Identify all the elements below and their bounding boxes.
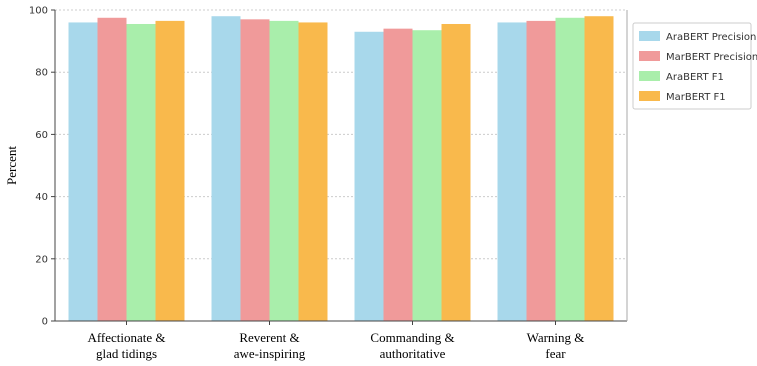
legend-swatch <box>639 71 660 81</box>
y-tick-label: 60 <box>35 130 48 141</box>
bar <box>441 23 471 322</box>
y-axis-label: Percent <box>4 146 19 185</box>
y-tick-label: 20 <box>35 254 48 265</box>
x-category-label-line: Commanding & <box>370 330 454 345</box>
bar <box>354 31 384 322</box>
bars <box>68 16 614 322</box>
legend-swatch <box>639 91 660 101</box>
x-category-label-line: authoritative <box>380 346 446 361</box>
legend: AraBERT Precision MarBERT Precision AraBER… <box>632 22 757 110</box>
x-category-label-line: Reverent & <box>239 330 299 345</box>
bar <box>68 22 98 321</box>
bar <box>97 17 127 322</box>
bar <box>211 16 241 321</box>
y-ticks: 0 20 40 60 80 100 <box>29 6 55 328</box>
bar <box>269 20 299 321</box>
x-category-label-line: fear <box>545 346 566 361</box>
bar <box>412 30 442 322</box>
x-category-label: Commanding & authoritative <box>370 330 454 361</box>
y-tick-label: 80 <box>35 68 48 79</box>
bar <box>155 20 185 321</box>
x-category-label-line: glad tidings <box>96 346 157 361</box>
bar <box>240 19 270 322</box>
axes <box>54 10 628 322</box>
bar <box>555 17 585 322</box>
legend-box <box>632 22 752 110</box>
legend-label: MarBERT F1 <box>666 92 726 103</box>
y-tick-label: 40 <box>35 192 48 203</box>
x-category-label-line: awe-inspiring <box>234 346 306 361</box>
legend-label: AraBERT Precision <box>666 32 756 43</box>
y-tick-label: 0 <box>42 317 48 328</box>
x-category-labels: Affectionate & glad tidings Reverent & awe-… <box>87 321 584 361</box>
legend-swatch <box>639 31 660 41</box>
y-tick-label: 100 <box>29 6 48 17</box>
bar <box>298 22 328 321</box>
legend-swatch <box>639 51 660 61</box>
x-category-label-line: Affectionate & <box>87 330 165 345</box>
x-category-label: Warning & fear <box>527 330 585 361</box>
bar <box>497 22 527 321</box>
bar <box>383 28 413 321</box>
x-category-label: Reverent & awe-inspiring <box>234 330 306 361</box>
bar <box>584 16 614 321</box>
bar <box>526 20 556 321</box>
x-category-label: Affectionate & glad tidings <box>87 330 165 361</box>
legend-label: AraBERT F1 <box>666 72 724 83</box>
bar <box>126 23 156 322</box>
x-category-label-line: Warning & <box>527 330 585 345</box>
legend-label: MarBERT Precision <box>666 52 757 63</box>
